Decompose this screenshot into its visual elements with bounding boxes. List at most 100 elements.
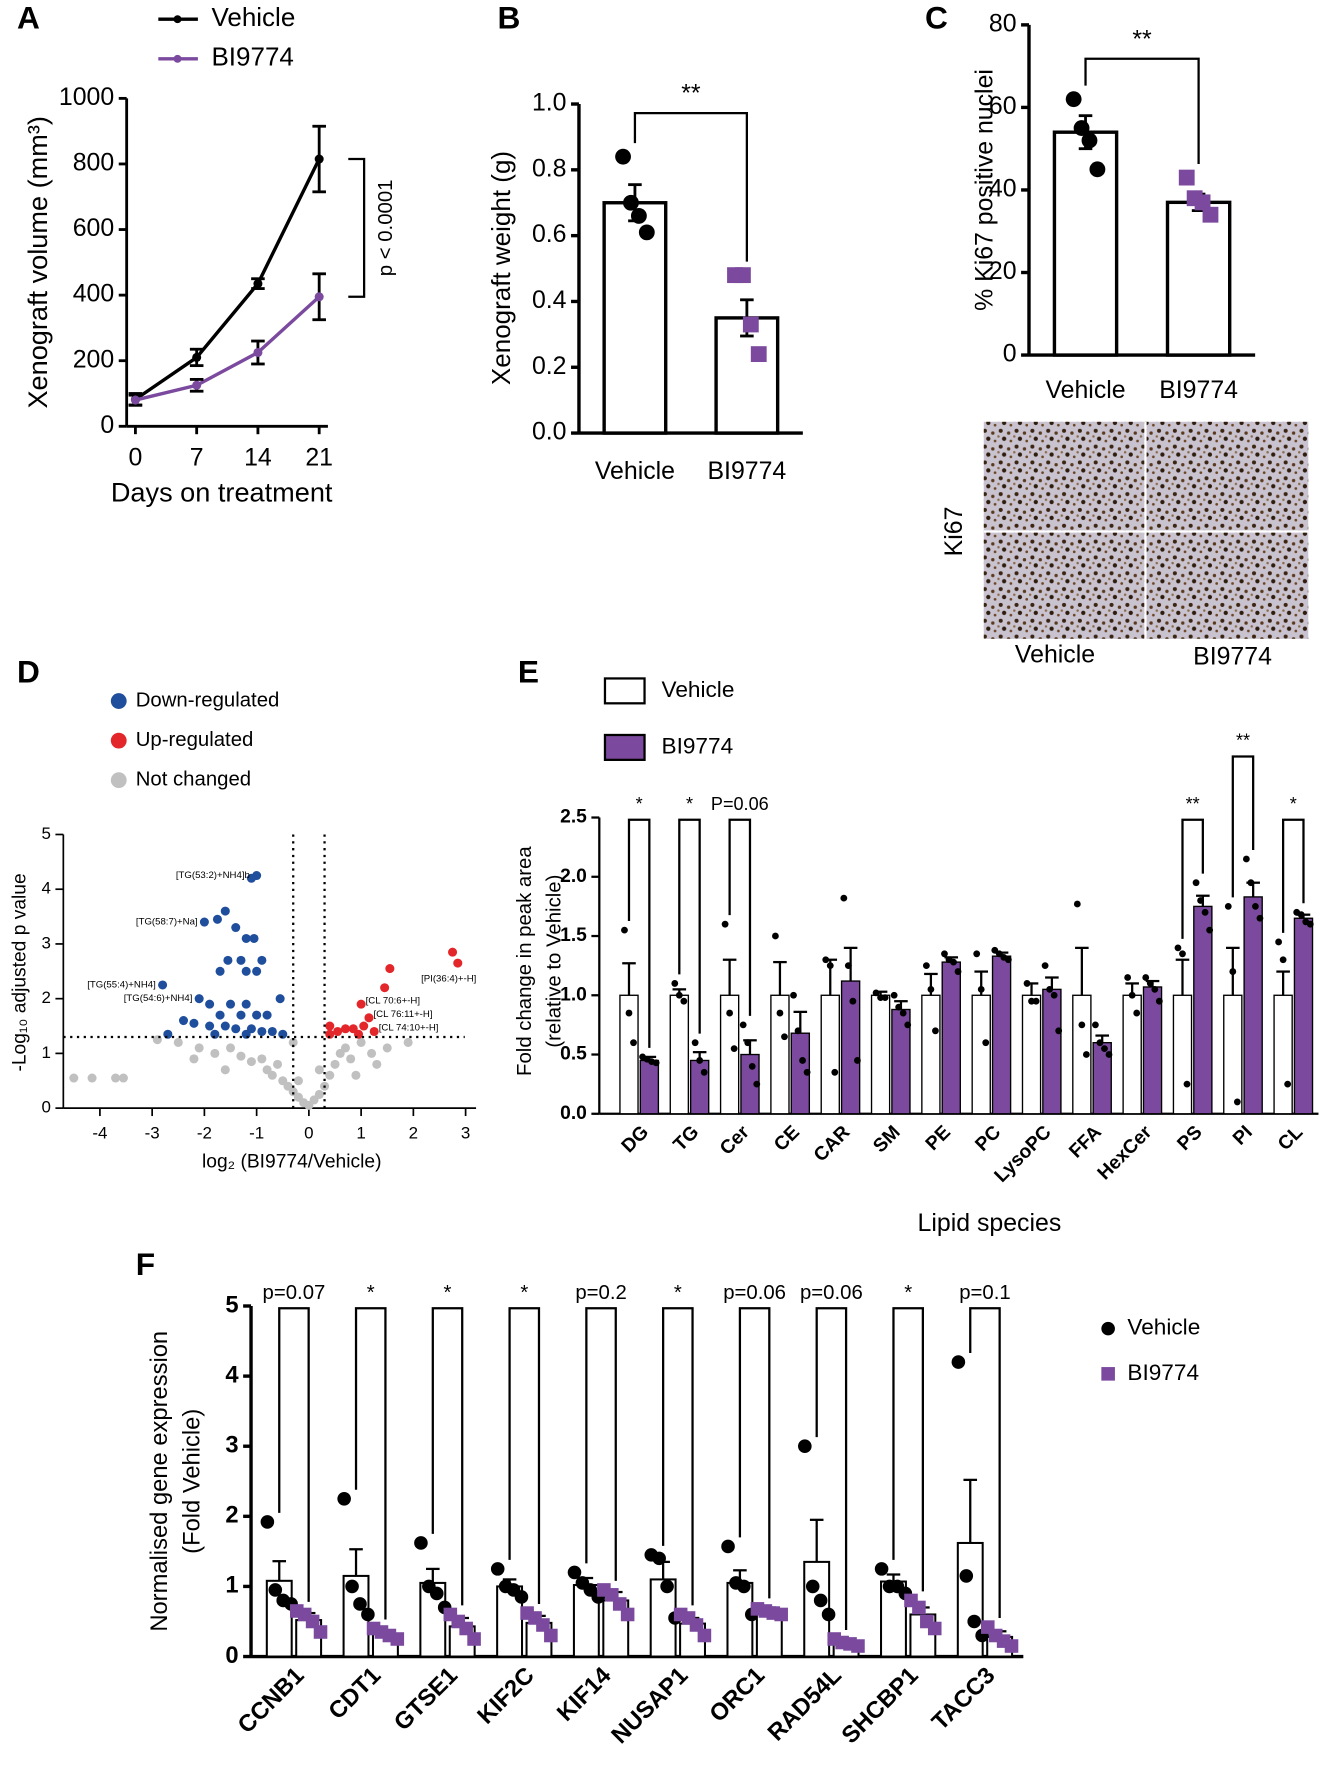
data-point <box>1133 1009 1141 1017</box>
significance-bracket <box>585 1307 617 1581</box>
data-point <box>262 1010 272 1020</box>
bar <box>1165 200 1232 357</box>
x-tick-label: 1 <box>356 1124 365 1143</box>
x-tick-label: PI <box>1229 1122 1257 1150</box>
significance-label: p=0.06 <box>723 1282 786 1304</box>
y-tick-label: 3 <box>41 933 50 952</box>
y-tick-label: 800 <box>73 149 114 177</box>
data-point <box>1233 1098 1241 1106</box>
data-point <box>1105 1051 1113 1058</box>
data-point <box>1256 914 1264 922</box>
data-point <box>268 1583 283 1597</box>
data-point <box>536 1618 550 1632</box>
bar <box>956 1541 984 1658</box>
data-point <box>1179 950 1186 958</box>
data-point <box>246 873 256 883</box>
ki67-images: Ki67 Vehicle BI9774 <box>940 421 1309 671</box>
data-point <box>1306 920 1314 928</box>
significance-bracket <box>678 818 701 1034</box>
data-point <box>1174 944 1182 952</box>
data-point <box>872 989 880 997</box>
y-tick-label: 0 <box>1003 340 1017 368</box>
x-axis-title: Days on treatment <box>111 476 333 507</box>
data-point <box>821 1607 836 1622</box>
data-point <box>954 968 962 975</box>
significance-bracket <box>969 1307 1001 1619</box>
legend-label: Up-regulated <box>136 729 254 751</box>
legend-marker <box>603 677 646 705</box>
data-point <box>750 346 767 363</box>
data-point <box>697 1628 712 1643</box>
data-point <box>567 1565 582 1580</box>
panel-letter: F <box>136 1246 155 1282</box>
data-point <box>340 1024 350 1034</box>
y-axis-title: (Fold Vehicle) <box>180 1409 206 1554</box>
x-tick-label: CCNB1 <box>233 1663 309 1739</box>
data-point <box>252 1010 262 1020</box>
data-point <box>215 1010 225 1020</box>
data-point <box>236 1051 246 1061</box>
legend-label: Vehicle <box>1127 1315 1200 1340</box>
data-point <box>194 1043 204 1053</box>
data-point <box>220 906 230 916</box>
bar <box>1273 994 1293 1115</box>
data-point <box>854 1057 861 1064</box>
data-point <box>205 999 215 1009</box>
data-point <box>490 1562 505 1576</box>
data-point <box>330 1059 340 1069</box>
data-point <box>253 279 263 289</box>
data-point <box>273 1059 283 1069</box>
data-point <box>192 352 202 362</box>
significance-label: * <box>686 794 693 814</box>
data-point <box>1004 956 1012 964</box>
x-tick-label: KIF2C <box>473 1663 540 1730</box>
x-tick-label: 3 <box>461 1124 470 1143</box>
data-point <box>615 148 631 165</box>
data-point <box>691 1039 699 1047</box>
data-point <box>1046 985 1054 993</box>
bar <box>689 1059 710 1115</box>
bar <box>921 994 941 1115</box>
x-tick-label: NUSAP1 <box>607 1663 693 1749</box>
data-point <box>1146 980 1154 987</box>
panel-letter: D <box>17 653 40 689</box>
x-tick-label: -1 <box>249 1124 264 1143</box>
bar <box>602 201 668 435</box>
data-point <box>178 1016 189 1026</box>
data-point <box>236 955 246 965</box>
data-point <box>367 1048 377 1058</box>
panel-letter: B <box>498 0 521 36</box>
data-point <box>973 950 981 958</box>
y-tick-label: 80 <box>989 9 1017 37</box>
data-point <box>220 1065 230 1075</box>
data-point <box>895 1003 903 1011</box>
data-point <box>1078 1021 1086 1029</box>
data-point <box>726 1009 734 1017</box>
significance-label: ** <box>681 80 701 108</box>
data-point <box>840 894 848 902</box>
data-point <box>1065 91 1082 108</box>
significance-bracket <box>1231 755 1255 898</box>
significance-label: p=0.2 <box>575 1282 626 1304</box>
data-point <box>799 1057 806 1064</box>
data-point <box>359 1021 369 1031</box>
data-point <box>721 1539 735 1554</box>
x-tick-label: RAD54L <box>763 1663 847 1747</box>
x-tick-label: KIF14 <box>552 1662 617 1727</box>
data-point <box>652 1551 666 1566</box>
x-tick-label: FFA <box>1065 1122 1106 1163</box>
significance-bracket <box>348 157 366 298</box>
significance-bracket <box>278 1307 310 1602</box>
y-tick-label: 3 <box>225 1432 238 1458</box>
data-point <box>813 1593 828 1608</box>
data-point <box>246 1057 256 1067</box>
data-point <box>215 966 225 976</box>
y-tick-label: 600 <box>73 214 114 242</box>
y-tick-label: 20 <box>989 257 1017 285</box>
data-point <box>382 1043 392 1053</box>
bar <box>870 994 891 1115</box>
y-tick-label: 60 <box>989 92 1017 120</box>
data-point <box>1101 1045 1108 1052</box>
data-point <box>1247 879 1255 887</box>
